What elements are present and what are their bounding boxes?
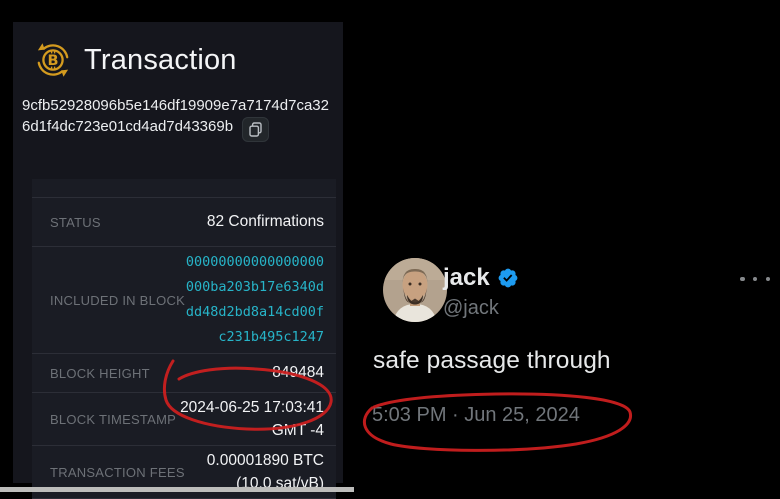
copy-icon [249,122,262,137]
transaction-panel: B Transaction 9cfb52928096b5e146df19909e… [13,22,343,499]
confirmations-value: 82 Confirmations [206,213,324,230]
display-name[interactable]: jack [443,264,490,291]
row-label: BLOCK HEIGHT [50,365,150,381]
bitcoin-cycle-icon: B [37,43,69,77]
handle[interactable]: @jack [443,297,499,319]
more-options-icon [740,276,745,282]
more-options-icon [752,276,758,282]
table-row-included-in-block: INCLUDED IN BLOCK 00000000000000000000ba… [32,246,336,353]
transaction-details-table: STATUS 82 Confirmations INCLUDED IN BLOC… [32,179,336,499]
row-label: INCLUDED IN BLOCK [50,292,185,308]
tweet-timestamp[interactable]: 5:03 PM · Jun 25, 2024 [372,404,580,426]
transaction-header: B Transaction [33,40,329,80]
bottom-edge-strip [0,487,354,492]
copy-button[interactable] [242,117,270,142]
fees-btc: 0.00001890 BTC [206,452,324,469]
block-hash-link[interactable]: 00000000000000000000ba203b17e6340ddd48d2… [185,254,324,345]
txid-text: 9cfb52928096b5e146df19909e7a7174d7ca326d… [22,97,329,135]
avatar-image [383,258,447,322]
svg-text:B: B [47,53,58,69]
page-title: Transaction [84,43,237,76]
row-label: STATUS [50,214,101,230]
table-row-status: STATUS 82 Confirmations [32,197,336,246]
tweet-text: safe passage through [373,347,611,374]
more-options-icon [765,276,770,282]
verified-badge-icon [498,268,518,288]
avatar[interactable] [383,258,447,322]
row-label: TRANSACTION FEES [50,464,185,480]
display-name-row[interactable]: jack [443,264,519,292]
row-label: BLOCK TIMESTAMP [50,411,177,427]
transaction-id: 9cfb52928096b5e146df19909e7a7174d7ca326d… [22,95,334,142]
more-button[interactable] [740,270,770,288]
